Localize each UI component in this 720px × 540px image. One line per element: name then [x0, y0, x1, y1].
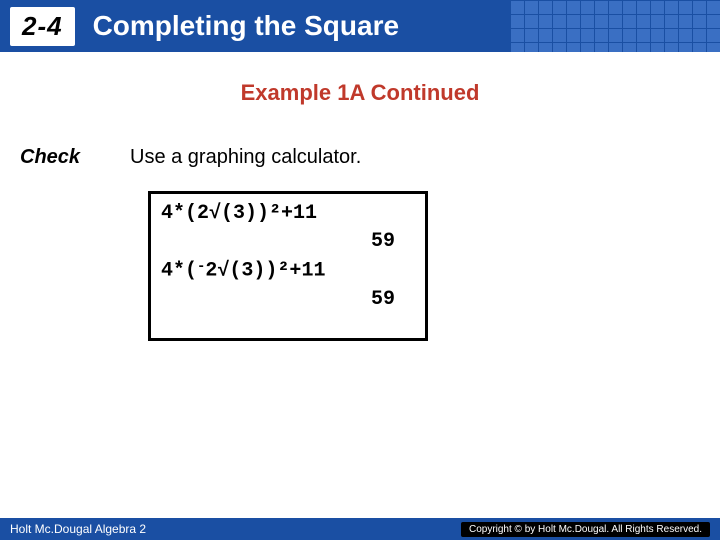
- footer-bar: Holt Mc.Dougal Algebra 2 Copyright © by …: [0, 518, 720, 540]
- section-number-badge: 2-4: [10, 7, 75, 46]
- calculator-screen: 4*(2√(3))²+11 59 4*(-2√(3))²+11 59: [148, 191, 428, 341]
- calc-line2-suffix: 2√(3))²+11: [205, 260, 325, 283]
- footer-copyright: Copyright © by Holt Mc.Dougal. All Right…: [461, 522, 710, 537]
- footer-textbook-name: Holt Mc.Dougal Algebra 2: [10, 522, 146, 536]
- check-label: Check: [20, 146, 130, 169]
- page-title: Completing the Square: [93, 10, 399, 42]
- check-instruction: Use a graphing calculator.: [130, 146, 361, 169]
- example-heading: Example 1A Continued: [0, 80, 720, 106]
- calc-line2-prefix: 4*(: [161, 260, 197, 283]
- header-bar: 2-4 Completing the Square: [0, 0, 720, 52]
- calc-expression-2: 4*(-2√(3))²+11: [161, 256, 415, 286]
- calc-negation-symbol: -: [197, 259, 205, 275]
- calc-expression-1: 4*(2√(3))²+11: [161, 200, 415, 228]
- header-grid-decoration: [510, 0, 720, 52]
- calc-result-1: 59: [161, 228, 415, 256]
- check-row: Check Use a graphing calculator.: [0, 146, 720, 169]
- calc-result-2: 59: [161, 286, 415, 314]
